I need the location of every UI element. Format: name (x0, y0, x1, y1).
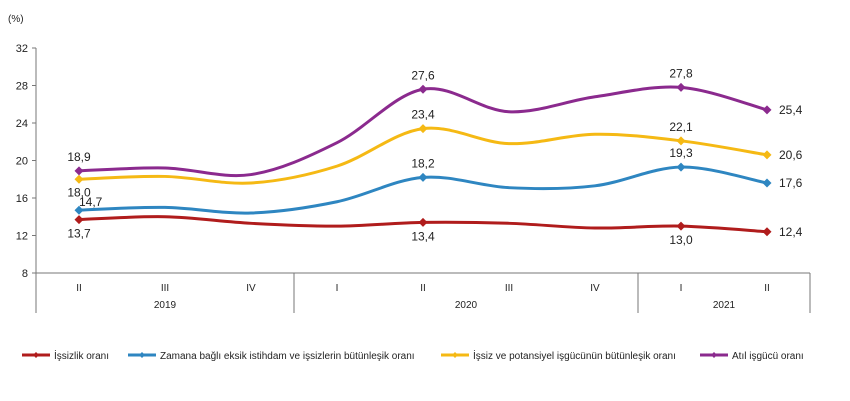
series-1 (74, 215, 772, 237)
year-label: 2020 (455, 300, 478, 311)
x-tick-label: I (680, 283, 683, 294)
data-label: 13,0 (669, 233, 693, 247)
year-label: 2019 (154, 300, 177, 311)
data-label: 27,8 (669, 66, 693, 80)
data-marker (74, 174, 84, 184)
series-layer (74, 82, 772, 237)
legend-label: Atıl işgücü oranı (732, 351, 804, 362)
data-label: 27,6 (411, 68, 435, 82)
data-marker (762, 150, 772, 160)
data-marker (74, 215, 84, 225)
legend-item: Atıl işgücü oranı (700, 351, 804, 362)
series-2 (74, 162, 772, 215)
legend-item: İşsizlik oranı (22, 349, 109, 362)
data-label: 18,0 (67, 185, 91, 199)
data-label: 20,6 (779, 148, 803, 162)
data-marker (762, 105, 772, 115)
y-tick-label: 20 (16, 156, 28, 168)
legend-swatch-marker (452, 352, 458, 358)
legend-label: İşsiz ve potansiyel işgücünün bütünleşik… (473, 349, 676, 362)
y-tick-label: 16 (16, 193, 28, 205)
series-3 (74, 124, 772, 185)
y-tick-label: 32 (16, 43, 28, 55)
data-marker (418, 217, 428, 227)
series-4 (74, 82, 772, 178)
data-marker (418, 172, 428, 182)
legend-label: İşsizlik oranı (54, 349, 109, 362)
data-label: 12,4 (779, 225, 803, 239)
x-tick-label: IV (590, 283, 600, 294)
x-tick-label: IV (246, 283, 256, 294)
data-label: 13,7 (67, 227, 91, 241)
x-tick-label: II (420, 283, 426, 294)
data-marker (74, 205, 84, 215)
y-axis-unit-label: (%) (8, 14, 24, 25)
data-labels-layer: 13,7 13,4 13,0 12,4 14,7 18,2 19,3 17,6 18,0 23,4… (67, 66, 802, 247)
data-marker (74, 166, 84, 176)
legend-item: İşsiz ve potansiyel işgücünün bütünleşik… (441, 349, 676, 362)
legend-swatch-marker (711, 352, 717, 358)
data-marker (418, 124, 428, 134)
y-tick-label: 28 (16, 81, 28, 93)
y-tick-label: 8 (22, 268, 28, 280)
data-label: 22,1 (669, 120, 693, 134)
year-label: 2021 (713, 300, 736, 311)
data-marker (762, 178, 772, 188)
legend-label: Zamana bağlı eksik istihdam ve işsizleri… (160, 351, 415, 362)
y-tick-label: 24 (16, 118, 28, 130)
legend: İşsizlik oranı Zamana bağlı eksik istihda… (22, 349, 804, 362)
x-tick-label: I (336, 283, 339, 294)
x-tick-label: II (76, 283, 82, 294)
data-label: 14,7 (79, 195, 103, 209)
data-label: 13,4 (411, 229, 435, 243)
legend-swatch-marker (33, 352, 39, 358)
data-marker (418, 84, 428, 94)
data-marker (676, 221, 686, 231)
data-marker (762, 227, 772, 237)
data-label: 18,2 (411, 156, 435, 170)
data-label: 18,9 (67, 150, 91, 164)
data-label: 23,4 (411, 108, 435, 122)
y-axis: 8 12 16 20 24 28 32 (16, 43, 37, 280)
y-tick-label: 12 (16, 231, 28, 243)
data-label: 25,4 (779, 103, 803, 117)
data-marker (676, 82, 686, 92)
x-tick-label: II (764, 283, 770, 294)
legend-swatch-marker (139, 352, 145, 358)
legend-item: Zamana bağlı eksik istihdam ve işsizleri… (128, 351, 415, 362)
data-marker (676, 162, 686, 172)
x-tick-label: III (505, 283, 513, 294)
x-tick-label: III (161, 283, 169, 294)
data-label: 17,6 (779, 176, 803, 190)
data-marker (676, 136, 686, 146)
data-label: 19,3 (669, 146, 693, 160)
